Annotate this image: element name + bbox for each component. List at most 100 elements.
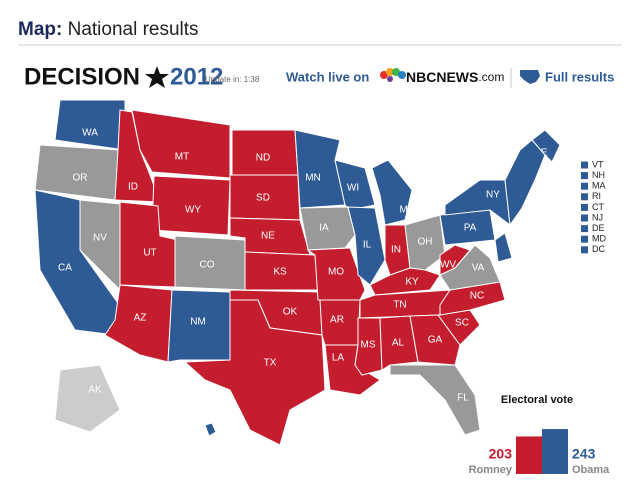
state [409,314,461,366]
state-label: UT [143,248,156,259]
candidate-name: Obama [572,464,610,476]
legend-swatch [581,246,588,254]
page-title: Map: National results [18,19,199,40]
state-label: AL [392,338,405,349]
legend-swatch [581,225,588,233]
electoral-bar [516,436,542,474]
network-suffix: .com [478,70,504,84]
legend-swatch [581,182,588,190]
state-label: NE [261,231,275,242]
legend-label: MA [592,181,606,191]
state-label: NM [190,317,206,328]
state [371,159,413,226]
legend-label: DE [592,223,605,233]
state-label: WV [440,260,456,271]
state [183,299,326,446]
state-label: IN [391,245,401,256]
state-label: NY [486,190,500,201]
legend-label: VT [592,159,604,169]
us-icon [520,70,540,84]
state [439,244,471,276]
legend-swatch [581,203,588,211]
decision: DECISION [24,63,140,90]
state-label: PA [464,223,477,234]
state-label: IA [319,223,329,234]
state [299,206,356,251]
state-label: OK [283,307,298,318]
legend-label: NH [592,170,605,180]
state-label: OH [418,237,433,248]
state-label: HI [191,425,201,436]
update-timer: Update in: 1:38 [205,75,260,84]
state-label: OR [73,173,88,184]
state-label: CA [58,263,72,274]
state-label: AK [88,385,102,396]
title-text: National results [68,19,199,40]
state [379,315,419,371]
state-label: CO [200,260,215,271]
state [54,364,121,433]
network-name: NBCNEWS [406,69,478,85]
state [389,364,481,436]
state-label: IL [363,240,372,251]
electoral: 203 Romney 243 Obama [469,429,610,476]
peacock-icon [380,68,406,82]
legend-label: DC [592,244,605,254]
state-label: WY [185,205,201,216]
electoral-count: 203 [489,446,513,462]
state-label: VA [472,263,485,274]
watch-live[interactable]: Watch live on [286,69,369,84]
state-label: ND [256,153,270,164]
state [404,214,446,271]
full-results[interactable]: Full results [545,69,614,84]
state [204,422,217,437]
state-label: NV [93,233,107,244]
legend-swatch [581,172,588,180]
state-label: AR [330,315,344,326]
legend-swatch [581,161,588,169]
legend-label: RI [592,191,601,201]
state-label: TX [264,358,277,369]
state-label: SC [455,318,469,329]
state [54,99,126,151]
legend-swatch [581,193,588,201]
year: 2012 [170,63,223,90]
state [131,109,231,179]
network[interactable]: NBCNEWS.com [406,69,504,85]
electoral-title: Electoral vote [501,394,573,406]
legend-label: MD [592,234,606,244]
state-label: MS [361,340,376,351]
title-prefix: Map: [18,19,62,40]
new-england [504,139,546,227]
candidate-name: Romney [469,464,513,476]
state-label: FL [457,393,469,404]
state-label: KS [273,267,287,278]
state-label: GA [428,335,443,346]
state-label: WA [82,128,98,139]
legend-label: CT [592,202,604,212]
state-label: MI [399,205,410,216]
state-label: MN [305,173,321,184]
state-label: KY [405,277,419,288]
electoral-count: 243 [572,446,596,462]
legend-swatch [581,235,588,243]
state-label: ID [128,182,138,193]
mid-atlantic [494,232,513,263]
state-label: WI [347,183,359,194]
state-label: MO [328,267,344,278]
legend-swatch [581,214,588,222]
state-label: SD [256,193,270,204]
state [167,289,231,363]
map: WA OR CA NV ID MT WY UT CO AZ NM ND SD NE KS OK TX MN IA MO… [34,99,561,446]
state-label: LA [332,353,345,364]
electoral-bar [542,429,568,474]
legend-label: NJ [592,212,603,222]
state-label: MT [175,152,189,163]
state-label: AZ [134,313,147,324]
state-label: TN [393,300,406,311]
star-icon [145,66,169,88]
state-label: NC [470,291,484,302]
